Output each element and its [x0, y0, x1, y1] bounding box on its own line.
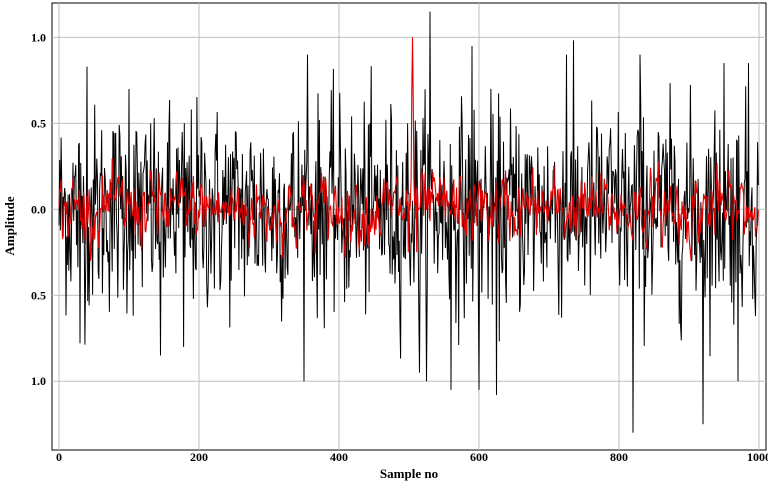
- x-tick-label: 0: [56, 450, 62, 464]
- y-tick-label: 1.0: [31, 30, 46, 44]
- tick-labels: 0 200 400 600 800 1000 1.0 0.5 0.0 0.5 1.0: [31, 30, 768, 464]
- series-line-black: [58, 11, 759, 433]
- y-tick-label: 0.5: [31, 116, 46, 130]
- y-tick-label: 1.0: [31, 374, 46, 388]
- x-tick-label: 600: [470, 450, 488, 464]
- y-tick-label: 0.0: [31, 202, 46, 216]
- x-tick-label: 800: [610, 450, 628, 464]
- series-layer: [58, 11, 759, 433]
- x-tick-label: 200: [190, 450, 208, 464]
- y-tick-label: 0.5: [31, 288, 46, 302]
- x-tick-label: 1000: [747, 450, 768, 464]
- x-axis-title: Sample no: [380, 466, 438, 481]
- x-tick-label: 400: [330, 450, 348, 464]
- series-line-red: [58, 37, 759, 261]
- y-axis-title: Amplitude: [2, 196, 17, 255]
